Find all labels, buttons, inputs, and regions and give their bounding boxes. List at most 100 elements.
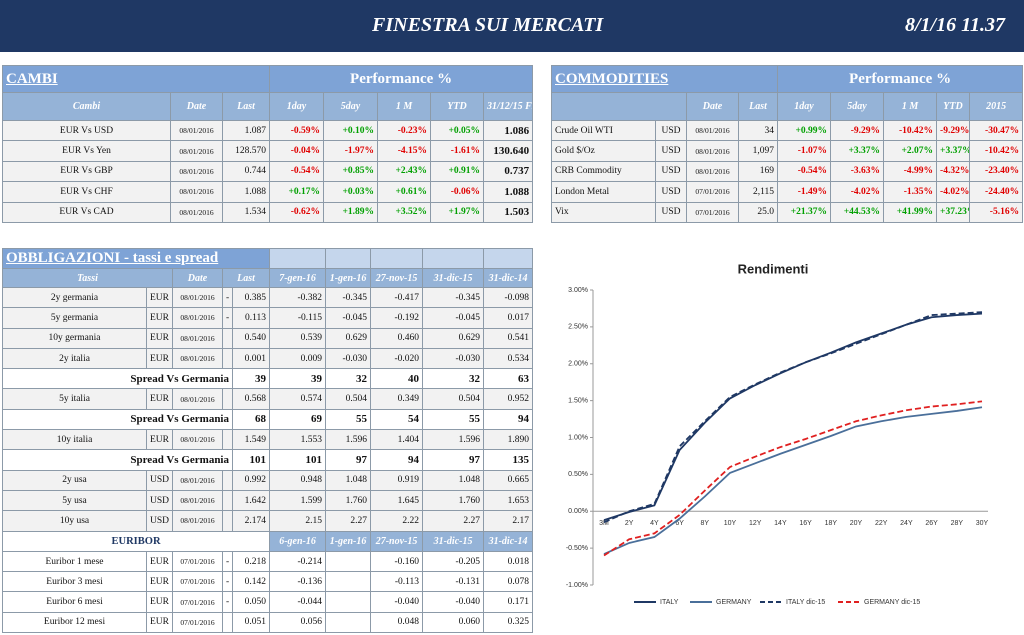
empty-cell <box>222 327 233 349</box>
table-cell: +2.07% <box>883 140 938 162</box>
table-row: 2y germania EUR 08/01/2016-0.385 -0.382 -0.3… <box>2 286 534 309</box>
table-cell: 1.088 <box>221 181 271 203</box>
table-cell: 31/12/15 FX <box>483 92 534 121</box>
x-tick-label: 22Y <box>875 520 888 527</box>
table-cell: 07/01/2016 <box>172 571 223 593</box>
table-row: Vix USD 07/01/2016 25.0 +21.37% +44.53% +41.99… <box>551 201 1024 223</box>
table-cell: 08/01/2016 <box>172 489 223 512</box>
table-cell: +3.37% <box>830 140 885 162</box>
table-cell: -0.030 <box>325 347 372 370</box>
table-cell: 07/01/2016 <box>172 591 223 613</box>
table-cell: 1.596 <box>325 429 372 451</box>
table-cell: -0.04% <box>269 140 325 162</box>
table-cell: 1.890 <box>483 429 534 451</box>
table-cell: Date <box>172 268 223 288</box>
table-cell: 0.385 <box>231 286 271 309</box>
table-cell: 0.568 <box>231 388 271 410</box>
table-cell: +0.03% <box>323 181 379 203</box>
table-cell: +0.91% <box>430 160 485 183</box>
x-tick-label: 2Y <box>625 520 634 527</box>
table-cell: 08/01/2016 <box>686 160 739 183</box>
table-cell: 0.574 <box>269 388 327 410</box>
table-cell: 55 <box>325 408 372 431</box>
x-tick-label: 10Y <box>724 520 737 527</box>
table-cell: 0.060 <box>422 611 485 634</box>
table-cell: 1.088 <box>483 181 534 203</box>
table-cell: 39 <box>269 368 327 390</box>
table-cell: 2y usa <box>2 469 147 491</box>
table-cell: 0.218 <box>231 550 271 573</box>
table-cell: 10y italia <box>2 429 147 451</box>
table-row: 2y italia EUR 08/01/2016 0.001 0.009 -0.030 -0… <box>2 347 534 370</box>
table-cell: Spread Vs Germania <box>2 408 233 431</box>
table-cell: 32 <box>325 368 372 390</box>
table-cell: Performance % <box>269 65 534 93</box>
table-cell: -1.07% <box>777 140 832 162</box>
table-cell: Last <box>221 92 271 121</box>
table-cell: 0.629 <box>325 327 372 349</box>
table-cell: 2,115 <box>737 181 779 203</box>
table-cell: EUR Vs USD <box>2 119 171 142</box>
table-cell: Euribor 6 mesi <box>2 591 147 613</box>
table-cell: 135 <box>483 449 534 471</box>
y-tick-label: 1.50% <box>568 397 588 404</box>
table-cell: 2.17 <box>483 510 534 532</box>
table-cell: 0.018 <box>483 550 534 573</box>
table-cell: 39 <box>231 368 271 390</box>
table-cell: -10.42% <box>883 119 938 142</box>
table-cell: 1.760 <box>325 489 372 512</box>
table-cell: 1.596 <box>422 429 485 451</box>
table-cell: 2.27 <box>422 510 485 532</box>
table-cell: -0.54% <box>269 160 325 183</box>
table-cell: EUR <box>146 571 173 593</box>
table-cell: 0.737 <box>483 160 534 183</box>
table-cell: 27-nov-15 <box>370 268 424 288</box>
table-cell: Euribor 1 mese <box>2 550 147 573</box>
empty-cell <box>269 248 327 269</box>
x-tick-label: 30Y <box>976 520 989 527</box>
table-cell: 0.349 <box>370 388 424 410</box>
table-cell: -0.113 <box>370 571 424 593</box>
table-cell: -0.040 <box>370 591 424 613</box>
table-row: EUR Vs CAD 08/01/2016 1.534 -0.62% +1.89% +3.… <box>2 201 534 223</box>
table-cell: 55 <box>422 408 485 431</box>
table-cell: CRB Commodity <box>551 160 656 183</box>
table-cell: 07/01/2016 <box>686 181 739 203</box>
table-cell <box>325 550 372 573</box>
table-cell: Euribor 3 mesi <box>2 571 147 593</box>
table-cell: 68 <box>231 408 271 431</box>
table-cell: -0.131 <box>422 571 485 593</box>
table-cell: 08/01/2016 <box>170 160 223 183</box>
series-line <box>603 406 983 555</box>
table-cell: -0.54% <box>777 160 832 183</box>
table-row: CAMBI Performance % <box>1 65 534 93</box>
empty-cell <box>325 248 372 269</box>
table-cell: Spread Vs Germania <box>2 449 233 471</box>
table-cell: EUR <box>146 550 173 573</box>
table-cell: -1.49% <box>777 181 832 203</box>
table-cell: -1.35% <box>883 181 938 203</box>
table-row: OBBLIGAZIONI - tassi e spread <box>1 248 534 269</box>
table-cell: EUR Vs CHF <box>2 181 171 203</box>
table-cell: -0.160 <box>370 550 424 573</box>
table-cell: 101 <box>231 449 271 471</box>
table-cell: +0.17% <box>269 181 325 203</box>
table-cell: COMMODITIES <box>550 65 779 93</box>
table-cell: YTD <box>430 92 485 121</box>
table-cell: -0.214 <box>269 550 327 573</box>
x-tick-label: 12Y <box>749 520 762 527</box>
commodities-table: COMMODITIES Performance % Date Last 1day 5day… <box>550 65 1024 223</box>
table-cell: 1.553 <box>269 429 327 451</box>
y-tick-label: 2.50% <box>568 324 588 331</box>
table-cell: 1.087 <box>221 119 271 142</box>
empty-cell <box>222 489 233 512</box>
table-cell: 5day <box>323 92 379 121</box>
empty-cell <box>370 248 424 269</box>
series-line <box>603 311 983 524</box>
table-cell: EUR <box>146 591 173 613</box>
table-row: EUR Vs GBP 08/01/2016 0.744 -0.54% +0.85% +2.… <box>2 160 534 183</box>
table-cell: -0.192 <box>370 307 424 329</box>
table-row: Euribor 3 mesi EUR 07/01/2016-0.142 -0.136 -… <box>2 571 534 593</box>
table-cell: 1-gen-16 <box>325 530 372 552</box>
